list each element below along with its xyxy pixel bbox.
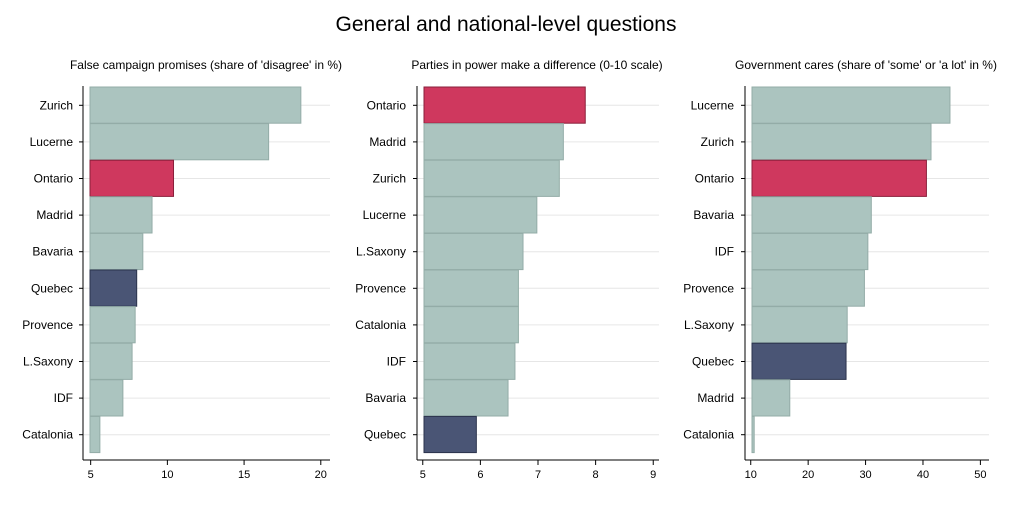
category-label-catalonia: Catalonia [683, 428, 734, 442]
x-tick-label: 10 [161, 469, 173, 481]
category-label-zurich: Zurich [701, 135, 734, 149]
panel-parties-in-power: Parties in power make a difference (0-10… [355, 58, 662, 481]
category-label-l-saxony: L.Saxony [684, 318, 734, 332]
bar-quebec [423, 415, 477, 454]
x-tick-label: 10 [745, 469, 757, 481]
category-label-idf: IDF [54, 391, 73, 405]
panel-government-cares: Government cares (share of 'some' or 'a … [683, 58, 997, 481]
bar-ontario [423, 86, 586, 124]
x-tick-label: 9 [650, 469, 656, 481]
bar-idf [423, 342, 516, 380]
bar-madrid [423, 123, 564, 161]
bar-provence [423, 269, 519, 307]
category-label-provence: Provence [683, 281, 734, 295]
bar-quebec [89, 269, 138, 307]
panel-title: False campaign promises (share of 'disag… [70, 58, 342, 72]
bar-madrid [751, 379, 791, 417]
bar-madrid [89, 196, 153, 234]
category-label-zurich: Zurich [373, 172, 406, 186]
bar-l-saxony [89, 342, 133, 380]
category-label-provence: Provence [22, 318, 73, 332]
bar-lucerne [89, 123, 270, 161]
x-tick-label: 40 [917, 469, 929, 481]
bar-lucerne [751, 86, 951, 124]
category-label-madrid: Madrid [697, 391, 734, 405]
bar-l-saxony [423, 232, 524, 271]
x-tick-label: 50 [974, 469, 986, 481]
category-label-quebec: Quebec [364, 428, 406, 442]
bar-quebec [751, 342, 847, 380]
x-tick-label: 5 [88, 469, 94, 481]
category-label-l-saxony: L.Saxony [23, 355, 73, 369]
category-label-bavaria: Bavaria [32, 245, 73, 259]
panel-title: Government cares (share of 'some' or 'a … [735, 58, 997, 72]
bar-provence [751, 269, 865, 307]
category-label-catalonia: Catalonia [22, 428, 73, 442]
bar-idf [89, 379, 124, 417]
bar-zurich [751, 123, 932, 161]
category-label-madrid: Madrid [369, 135, 406, 149]
category-label-idf: IDF [387, 355, 406, 369]
x-tick-label: 30 [859, 469, 871, 481]
category-label-zurich: Zurich [40, 98, 73, 112]
bar-ontario [89, 159, 175, 197]
category-label-bavaria: Bavaria [693, 208, 734, 222]
category-label-catalonia: Catalonia [355, 318, 406, 332]
x-tick-label: 5 [420, 469, 426, 481]
bar-bavaria [751, 196, 872, 234]
bar-catalonia [751, 415, 755, 454]
x-tick-label: 15 [238, 469, 250, 481]
bar-bavaria [89, 232, 144, 271]
category-label-quebec: Quebec [692, 355, 734, 369]
category-label-lucerne: Lucerne [30, 135, 74, 149]
bar-catalonia [423, 306, 519, 344]
category-label-lucerne: Lucerne [691, 98, 735, 112]
x-tick-label: 8 [593, 469, 599, 481]
bar-zurich [423, 159, 560, 197]
bar-ontario [751, 159, 927, 197]
chart-title: General and national-level questions [336, 13, 677, 36]
category-label-lucerne: Lucerne [363, 208, 407, 222]
x-tick-label: 20 [802, 469, 814, 481]
bar-idf [751, 232, 869, 271]
category-label-quebec: Quebec [31, 281, 73, 295]
category-label-ontario: Ontario [34, 172, 74, 186]
x-tick-label: 6 [477, 469, 483, 481]
panel-false-campaign-promises: False campaign promises (share of 'disag… [22, 58, 342, 481]
panel-title: Parties in power make a difference (0-10… [411, 58, 662, 72]
bar-zurich [89, 86, 302, 124]
bar-lucerne [423, 196, 538, 234]
category-label-bavaria: Bavaria [365, 391, 406, 405]
bar-bavaria [423, 379, 509, 417]
x-tick-label: 7 [535, 469, 541, 481]
category-label-l-saxony: L.Saxony [356, 245, 406, 259]
category-label-provence: Provence [355, 281, 406, 295]
category-label-idf: IDF [715, 245, 734, 259]
category-label-madrid: Madrid [36, 208, 73, 222]
bar-catalonia [89, 415, 101, 454]
bar-provence [89, 306, 136, 344]
category-label-ontario: Ontario [695, 172, 735, 186]
bar-l-saxony [751, 306, 848, 344]
x-tick-label: 20 [315, 469, 327, 481]
category-label-ontario: Ontario [367, 98, 407, 112]
